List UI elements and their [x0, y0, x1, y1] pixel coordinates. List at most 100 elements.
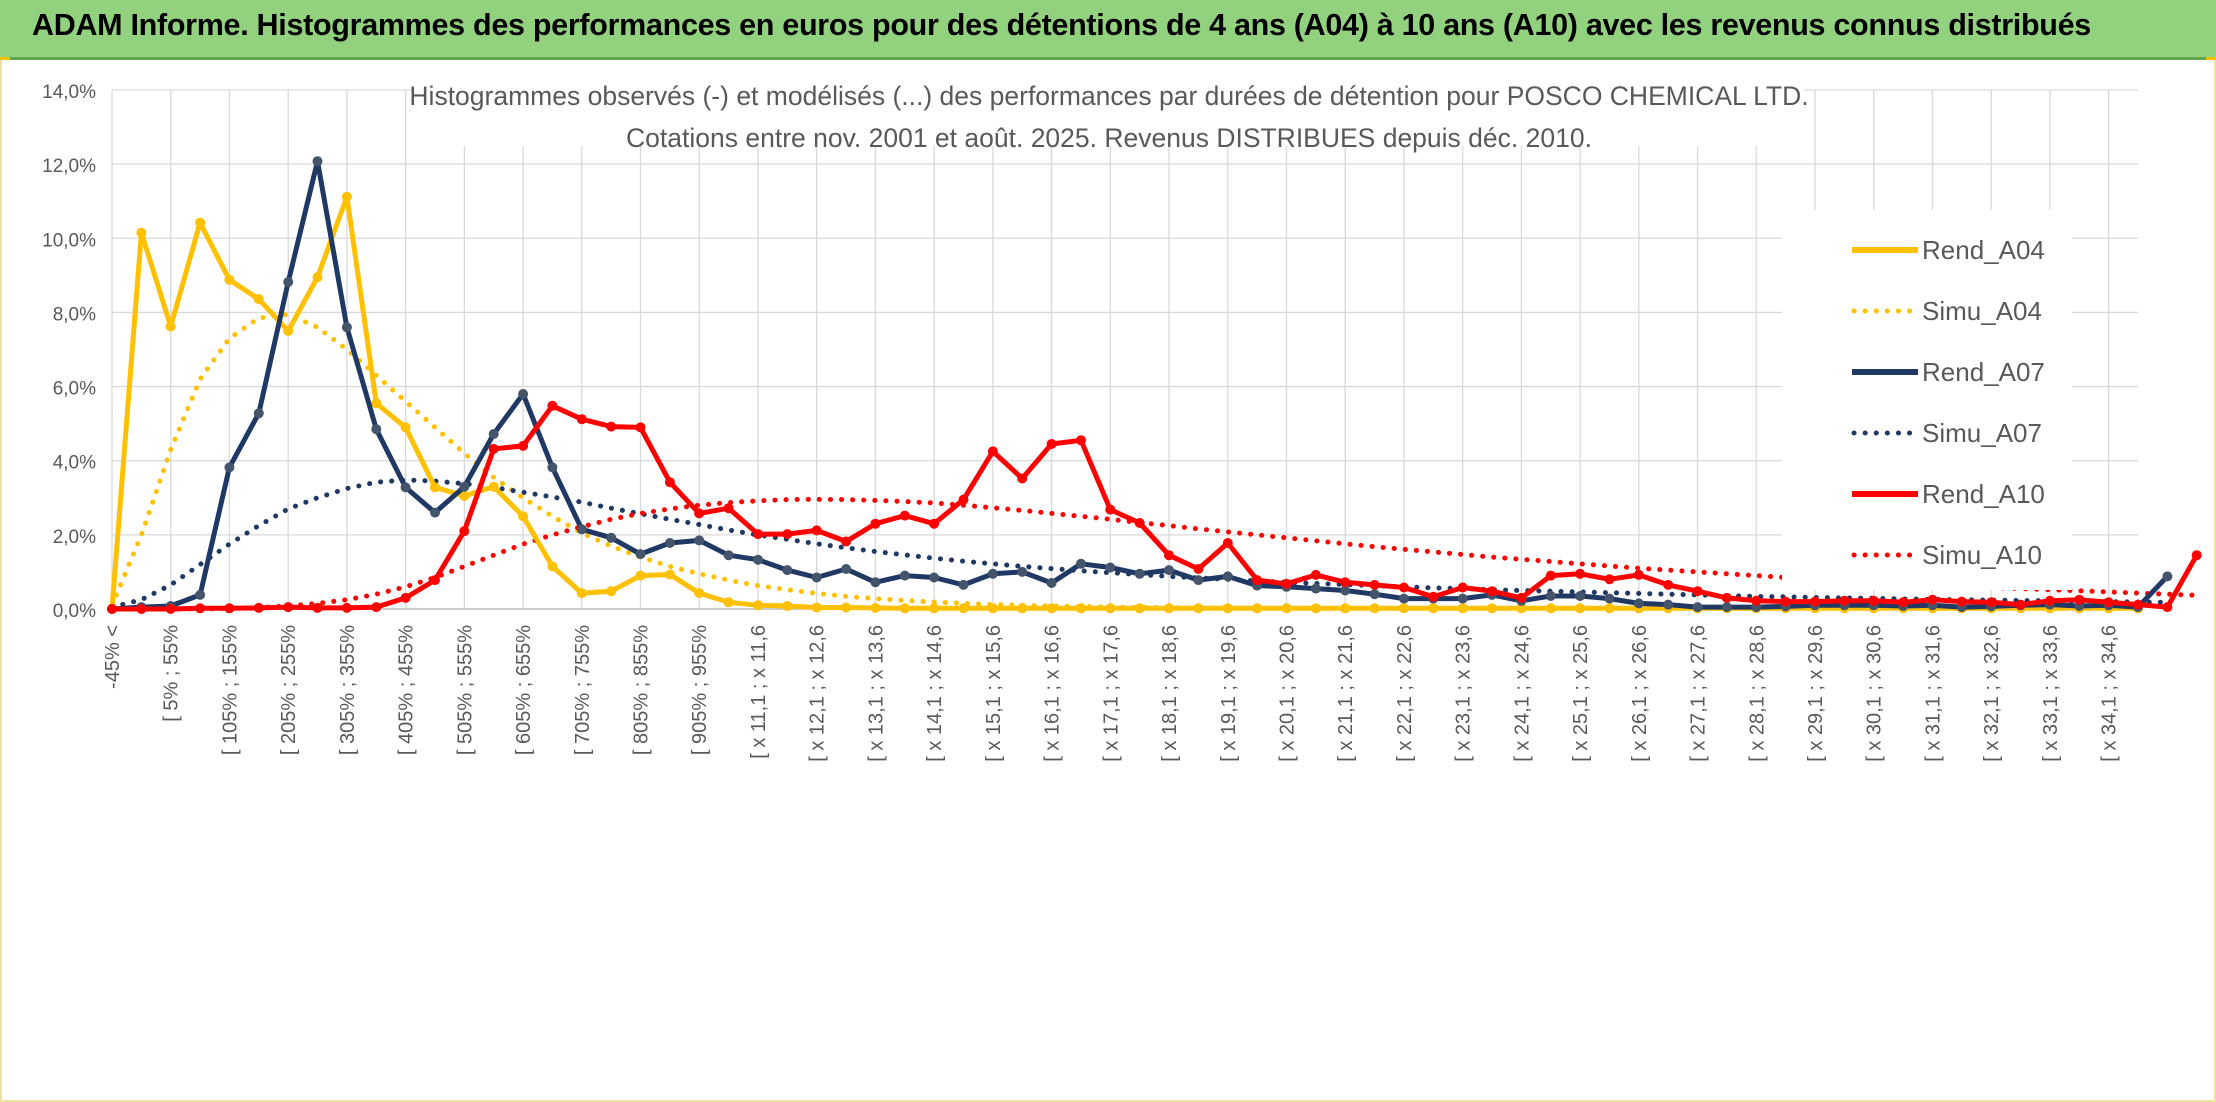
data-point — [2191, 550, 2202, 561]
data-point — [371, 602, 382, 613]
data-point — [1281, 578, 1292, 589]
data-point — [1575, 603, 1586, 614]
data-point — [283, 602, 294, 613]
data-point — [2162, 602, 2173, 613]
data-point — [870, 602, 881, 613]
data-point — [2044, 595, 2055, 606]
x-tick-label: [ x 23,1 ; x 23,6 — [1453, 625, 1475, 762]
data-point — [400, 422, 411, 433]
x-tick-label: [ x 21,1 ; x 21,6 — [1335, 625, 1357, 762]
x-tick-label: [ x 12,1 ; x 12,6 — [807, 625, 829, 762]
x-tick-label: [ 505% ; 555% — [454, 625, 476, 755]
data-point — [1105, 562, 1116, 573]
legend-label: Rend_A07 — [1922, 357, 2045, 387]
data-point — [136, 604, 147, 614]
legend-label: Simu_A07 — [1922, 418, 2042, 448]
x-tick-label: [ x 34,1 ; x 34,6 — [2099, 625, 2121, 762]
data-point — [958, 579, 969, 590]
data-point — [283, 277, 294, 287]
x-tick-label: [ x 18,1 ; x 18,6 — [1159, 625, 1181, 762]
data-point — [1164, 565, 1174, 576]
y-tick-label: 14,0% — [42, 82, 96, 103]
data-point — [165, 604, 176, 614]
data-point — [1663, 599, 1674, 610]
data-point — [341, 322, 352, 333]
data-point — [283, 326, 294, 336]
x-tick-label: -45% < — [102, 625, 124, 689]
data-point — [341, 602, 352, 613]
data-point — [400, 482, 411, 493]
x-tick-label: [ x 20,1 ; x 20,6 — [1276, 625, 1298, 762]
x-tick-label: [ 905% ; 955% — [689, 625, 711, 755]
data-point — [753, 600, 763, 611]
legend-item-Simu_A04: Simu_A04 — [1851, 296, 2042, 326]
data-point — [576, 588, 587, 599]
y-tick-label: 12,0% — [42, 156, 96, 177]
data-point — [1692, 586, 1703, 597]
data-point — [1457, 593, 1468, 604]
data-point — [1604, 593, 1615, 604]
data-point — [1340, 585, 1351, 596]
data-point — [1017, 473, 1028, 484]
data-point — [1222, 603, 1233, 614]
data-point — [606, 586, 617, 597]
data-point — [1898, 597, 1909, 608]
x-tick-label: [ x 30,1 ; x 30,6 — [1864, 625, 1886, 762]
data-point — [547, 400, 558, 411]
data-point — [753, 554, 763, 565]
data-point — [1017, 603, 1028, 614]
chart-series — [107, 156, 2202, 614]
data-point — [1516, 592, 1527, 603]
data-point — [576, 414, 587, 425]
x-tick-label: [ x 14,1 ; x 14,6 — [924, 625, 946, 762]
legend-label: Rend_A10 — [1922, 479, 2045, 509]
data-point — [664, 569, 675, 580]
data-point — [1252, 603, 1263, 614]
x-tick-label: [ x 33,1 ; x 33,6 — [2040, 625, 2062, 762]
data-point — [899, 510, 910, 521]
data-point — [1868, 595, 1879, 606]
data-point — [1604, 603, 1615, 614]
data-point — [1545, 591, 1556, 601]
data-point — [1369, 603, 1380, 614]
series-Rend_A10 — [107, 400, 2202, 614]
data-point — [488, 443, 499, 454]
data-point — [987, 603, 998, 614]
data-point — [1428, 591, 1439, 602]
data-point — [1457, 582, 1468, 593]
data-point — [841, 536, 852, 547]
data-point — [1663, 579, 1674, 590]
data-point — [694, 508, 705, 519]
data-point — [341, 191, 352, 202]
chart-subtitle: Cotations entre nov. 2001 et août. 2025.… — [626, 123, 1592, 153]
data-point — [224, 462, 235, 473]
data-point — [459, 481, 470, 492]
data-point — [2103, 597, 2114, 608]
x-tick-label: [ x 19,1 ; x 19,6 — [1218, 625, 1240, 762]
data-point — [1487, 586, 1497, 597]
x-tick-label: [ 205% ; 255% — [278, 625, 300, 755]
data-point — [1545, 570, 1556, 581]
data-point — [195, 603, 206, 614]
x-tick-label: [ x 29,1 ; x 29,6 — [1805, 625, 1827, 762]
data-point — [635, 422, 646, 433]
data-point — [1310, 569, 1321, 580]
data-point — [811, 525, 822, 536]
legend-item-Rend_A04: Rend_A04 — [1852, 235, 2045, 265]
data-point — [782, 601, 793, 611]
x-tick-label: [ x 32,1 ; x 32,6 — [1981, 625, 2003, 762]
data-point — [635, 549, 646, 560]
data-point — [1105, 504, 1116, 515]
data-point — [929, 572, 940, 583]
data-point — [2133, 599, 2143, 610]
data-point — [518, 511, 529, 522]
data-point — [664, 538, 675, 548]
data-point — [1222, 571, 1233, 582]
x-tick-label: [ x 17,1 ; x 17,6 — [1100, 625, 1122, 762]
data-point — [929, 518, 940, 529]
histogram-chart: 0,0% 2,0% 4,0% 6,0% 8,0% 10,0% 12,0% 14,0% -45%… — [42, 66, 2202, 762]
data-point — [1046, 603, 1057, 614]
corner-accent-right — [2206, 57, 2216, 60]
data-point — [723, 503, 734, 514]
legend-item-Simu_A10: Simu_A10 — [1851, 540, 2042, 570]
